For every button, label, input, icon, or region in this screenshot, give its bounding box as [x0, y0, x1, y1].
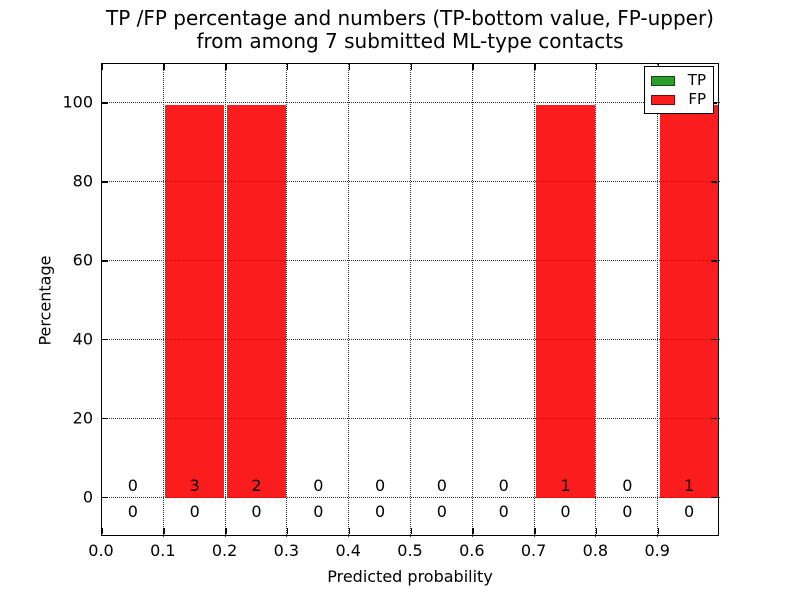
y-tick-right-40 [711, 338, 717, 341]
x-tick-label-0.5: 0.5 [397, 541, 423, 560]
legend-label-fp: FP [688, 90, 706, 108]
gridline-v-0.4 [348, 64, 350, 537]
x-tick-bottom-0.3 [286, 528, 289, 534]
x-tick-label-0.6: 0.6 [459, 541, 485, 560]
x-tick-bottom-0.7 [534, 528, 536, 534]
fp-count-0.8-0.9: 0 [622, 475, 633, 495]
fp-count-0.7-0.8: 1 [560, 475, 571, 495]
chart-title-line1: TP /FP percentage and numbers (TP-bottom… [106, 6, 714, 30]
x-tick-top-0.7 [534, 64, 536, 70]
x-axis-label: Predicted probability [327, 567, 493, 586]
x-tick-label-0.8: 0.8 [582, 541, 609, 560]
gridline-v-0.3 [286, 64, 288, 537]
y-tick-left-80 [102, 181, 108, 183]
tp-count-0.1-0.2: 0 [189, 501, 200, 521]
gridline-v-0.8 [595, 64, 597, 537]
fp-bar-bin-0.7-0.8 [536, 105, 595, 498]
y-tick-label-60: 60 [72, 250, 93, 270]
gridline-v-0.7 [533, 64, 535, 537]
y-tick-left-0 [102, 496, 108, 499]
tp-count-0.2-0.3: 0 [251, 501, 262, 521]
x-tick-top-0.5 [410, 64, 412, 70]
fp-count-0.6-0.7: 0 [498, 475, 509, 495]
plot-area: 0 0 0 0 0 0 0 0 0 0 0 3 2 0 0 0 0 1 0 1 [101, 63, 720, 537]
fp-count-0.3-0.4: 0 [313, 475, 324, 495]
tp-count-0.9-1.0: 0 [684, 501, 695, 521]
x-tick-label-0.3: 0.3 [273, 541, 300, 560]
tp-count-0.5-0.6: 0 [436, 501, 447, 521]
y-tick-label-0: 0 [82, 487, 93, 507]
y-tick-left-40 [102, 338, 108, 341]
gridline-v-0.2 [224, 64, 226, 537]
gridline-v-0.5 [410, 64, 411, 537]
fp-count-0.5-0.6: 0 [436, 475, 447, 495]
y-tick-label-100: 100 [62, 92, 93, 112]
x-tick-top-0 [101, 64, 103, 70]
legend-label-tp: TP [687, 71, 706, 89]
x-tick-top-0.2 [225, 64, 227, 70]
y-tick-right-60 [711, 260, 717, 262]
fp-bar-bin-0.9-1.0 [659, 105, 719, 498]
x-tick-label-0.2: 0.2 [211, 541, 238, 560]
y-tick-right-0 [711, 496, 717, 499]
x-tick-top-0.4 [348, 64, 351, 70]
fp-count-0.2-0.3: 2 [251, 475, 262, 495]
x-tick-bottom-0.2 [225, 528, 227, 534]
y-tick-label-20: 20 [72, 408, 93, 428]
y-tick-left-60 [102, 260, 108, 262]
x-tick-bottom-0.1 [163, 528, 165, 534]
gridline-h-100 [102, 102, 720, 104]
tp-count-0.6-0.7: 0 [498, 501, 509, 521]
legend-entry-tp: TP [651, 71, 706, 90]
y-tick-label-40: 40 [72, 329, 93, 349]
y-tick-label-80: 80 [72, 171, 93, 191]
x-tick-bottom-0.9 [657, 528, 660, 534]
chart-title-line2: from among 7 submitted ML-type contacts [196, 29, 624, 53]
fp-bar-bin-0.2-0.3 [227, 105, 286, 498]
y-tick-left-20 [102, 417, 108, 420]
gridline-v-0.6 [471, 64, 473, 537]
y-tick-right-80 [711, 181, 717, 183]
legend-entry-fp: FP [651, 90, 706, 109]
gridline-v-0.1 [162, 64, 164, 537]
y-tick-right-20 [711, 417, 717, 420]
gridline-v-0.9 [657, 64, 659, 537]
fp-count-0.9-1.0: 1 [684, 475, 695, 495]
x-tick-top-0.6 [472, 64, 474, 70]
y-tick-left-100 [102, 102, 108, 104]
x-tick-top-0.8 [595, 64, 598, 70]
fp-swatch-icon [651, 94, 675, 105]
fp-count-0.0-0.1: 0 [127, 475, 138, 495]
tp-count-0.4-0.5: 0 [375, 501, 386, 521]
x-tick-bottom-0.4 [348, 528, 351, 534]
tp-count-0.7-0.8: 0 [560, 501, 571, 521]
x-tick-bottom-0.8 [595, 528, 598, 534]
fp-bar-bin-0.1-0.2 [165, 105, 225, 498]
chart-title: TP /FP percentage and numbers (TP-bottom… [101, 7, 719, 53]
x-tick-bottom-0.5 [410, 528, 412, 534]
x-tick-top-0.3 [286, 64, 289, 70]
tp-count-0.3-0.4: 0 [313, 501, 324, 521]
tp-swatch-icon [651, 75, 675, 86]
x-tick-bottom-0.6 [472, 528, 474, 534]
tp-count-0.8-0.9: 0 [622, 501, 633, 521]
legend: TP FP [644, 66, 714, 114]
tp-count-0.0-0.1: 0 [127, 501, 138, 521]
x-tick-label-0.9: 0.9 [644, 541, 670, 560]
fp-count-0.4-0.5: 0 [375, 475, 386, 495]
x-tick-label-0.1: 0.1 [150, 541, 176, 560]
x-tick-label-0.4: 0.4 [335, 541, 361, 560]
fp-count-0.1-0.2: 3 [189, 475, 200, 495]
x-tick-label-0.7: 0.7 [520, 541, 547, 560]
x-tick-top-0.1 [163, 64, 165, 70]
x-tick-label-0.0: 0.0 [88, 541, 114, 560]
x-tick-bottom-0 [101, 528, 103, 534]
